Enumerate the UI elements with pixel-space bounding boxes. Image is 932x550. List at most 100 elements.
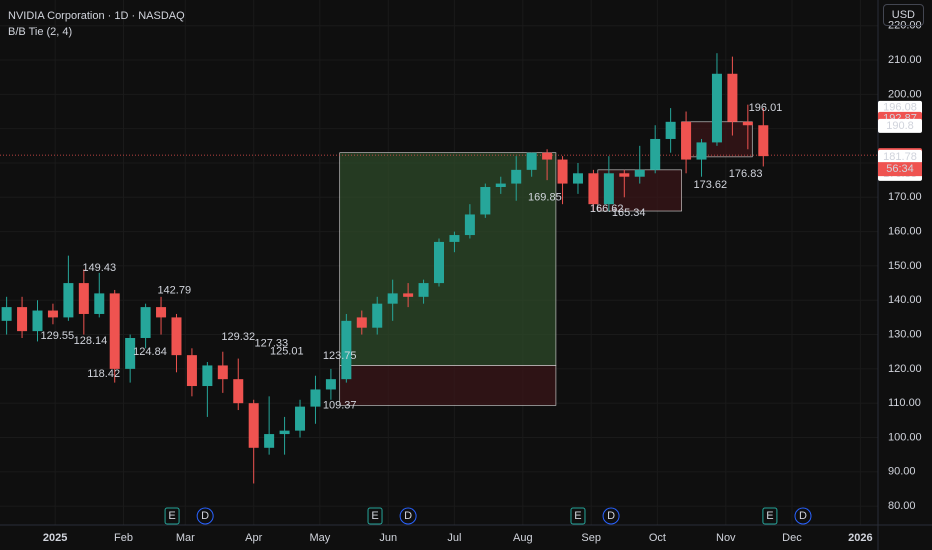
candle-body [63, 283, 74, 318]
candle-body [650, 138, 661, 170]
indicator-name: B/B Tie (2, 4) [8, 26, 73, 38]
event-icon [399, 507, 417, 525]
candle-body [449, 235, 460, 242]
level-label: 109.37 [323, 399, 357, 411]
candle-body [603, 173, 614, 205]
x-tick-label: Feb [114, 532, 133, 544]
y-tick-label: 170.00 [888, 191, 922, 203]
candle-body [264, 434, 275, 448]
candle-body [727, 73, 738, 122]
y-tick-label: 80.00 [888, 500, 916, 512]
level-label: 176.83 [729, 168, 763, 180]
y-tick-label: 210.00 [888, 54, 922, 66]
candle-body [434, 241, 444, 284]
candle-body [310, 389, 321, 407]
y-tick-label: 140.00 [888, 294, 922, 306]
event-icon [367, 507, 383, 525]
event-icon [164, 507, 180, 525]
event-icon [794, 507, 812, 525]
candle-body [202, 365, 213, 387]
legend: NVIDIA Corporation · 1D · NASDAQ B/B Tie… [8, 8, 185, 40]
candle-body [387, 293, 398, 304]
candle-body [511, 169, 522, 184]
candle-body [156, 307, 167, 318]
candle-body [17, 307, 28, 332]
level-label: 173.62 [694, 179, 728, 191]
candle-body [109, 293, 120, 369]
event-icon [196, 507, 214, 525]
candle-body [681, 121, 692, 160]
x-tick-label: Aug [513, 532, 533, 544]
candle-body [758, 125, 769, 157]
x-tick-label: Jun [379, 532, 397, 544]
level-label: 118.42 [87, 368, 120, 380]
candle-body [634, 169, 645, 177]
candle-body [665, 121, 676, 139]
candle-body [1, 307, 12, 321]
candle-body [171, 317, 182, 356]
candle-body [125, 337, 136, 369]
candle-body [217, 365, 228, 380]
level-label: 124.84 [133, 346, 167, 358]
candle-body [140, 307, 151, 338]
candle-body [78, 283, 89, 314]
event-label: D [607, 510, 615, 522]
x-tick-label: Apr [245, 532, 262, 544]
x-tick-label: Oct [649, 532, 666, 544]
price-badge [878, 118, 922, 133]
level-label: 128.14 [74, 335, 108, 347]
candle-body [248, 403, 259, 448]
candle-body [696, 142, 707, 160]
event-icon [762, 507, 778, 525]
y-tick-label: 120.00 [888, 363, 922, 375]
zone [339, 152, 557, 366]
symbol-title: NVIDIA Corporation · 1D · NASDAQ [8, 10, 185, 22]
event-label: D [201, 510, 209, 522]
candle-body [464, 214, 475, 236]
x-tick-label: Sep [581, 532, 601, 544]
level-label: 149.43 [82, 262, 116, 274]
zone [339, 365, 557, 406]
x-tick-label: 2026 [848, 532, 872, 544]
candle-body [279, 430, 290, 435]
event-label: E [168, 510, 175, 522]
level-label: 166.62 [590, 203, 624, 215]
price-badge [878, 149, 922, 164]
event-label: D [799, 510, 807, 522]
event-icon [602, 507, 620, 525]
price-badge-label: 190.8 [886, 120, 914, 132]
price-badge-label: 181.78 [883, 151, 917, 163]
candle-body [619, 173, 630, 177]
candle-body [403, 293, 414, 297]
candle-body [356, 317, 367, 328]
candle-body [572, 173, 583, 184]
y-tick-label: 200.00 [888, 88, 922, 100]
candle-body [233, 379, 244, 404]
level-label: 169.85 [528, 192, 562, 204]
candle-body [526, 152, 537, 170]
candle-body [341, 320, 352, 380]
level-label: 165.34 [612, 207, 646, 219]
level-label: 127.33 [255, 338, 289, 350]
y-tick-label: 150.00 [888, 260, 922, 272]
candle-body [480, 187, 491, 215]
event-label: E [574, 510, 581, 522]
y-tick-label: 110.00 [888, 397, 921, 409]
x-tick-label: May [309, 532, 330, 544]
y-tick-label: 160.00 [888, 226, 922, 238]
event-label: D [404, 510, 412, 522]
y-tick-label: 100.00 [888, 431, 922, 443]
x-tick-label: Mar [176, 532, 195, 544]
candle-body [495, 183, 506, 188]
currency-button[interactable]: USD [882, 4, 924, 26]
candle-body [742, 121, 753, 126]
candle-body [325, 379, 336, 390]
candle-body [557, 159, 568, 184]
candle-body [295, 406, 306, 431]
level-label: 129.32 [221, 331, 255, 343]
y-tick-label: 130.00 [888, 328, 922, 340]
event-label: E [766, 510, 773, 522]
candle-body [94, 293, 105, 314]
price-badge-label: 196.08 [883, 102, 917, 114]
